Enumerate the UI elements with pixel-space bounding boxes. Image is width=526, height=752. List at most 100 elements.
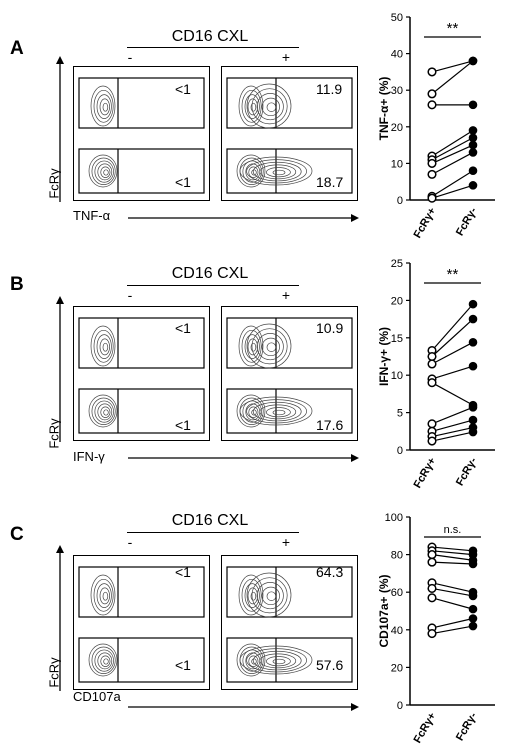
panel-letter-c: C: [10, 524, 24, 545]
pair-line: [431, 184, 474, 199]
y-tick-label: 10: [391, 370, 403, 382]
y-tick-label: 0: [397, 700, 403, 712]
pair-line: [431, 587, 474, 597]
y-tick-label: 5: [397, 408, 403, 420]
y-tick-label: 40: [391, 625, 403, 637]
paired-scatter-chart-b: 0 5 10 15 20 25 IFN-γ+ (%) FcRγ+ FcRγ- **: [377, 258, 495, 491]
y-axis-label: CD107a+ (%): [377, 574, 391, 647]
data-point-fcrg-neg: [468, 100, 478, 110]
condition-plus-a: +: [281, 49, 291, 65]
y-tick-label: 100: [385, 512, 403, 524]
gate-value-a-plus-top: 11.9: [316, 81, 343, 97]
pair-line: [431, 625, 474, 635]
pair-line: [431, 151, 474, 175]
facs-xlabel-b: IFN-γ: [73, 449, 105, 464]
x-category-label-fcrg-neg: FcRγ-: [454, 205, 480, 238]
pair-line: [431, 341, 474, 365]
significance-label: **: [447, 20, 459, 37]
y-axis-label: TNF-α+ (%): [377, 77, 391, 141]
pair-line: [431, 419, 474, 432]
data-point-fcrg-neg: [468, 133, 478, 143]
facs-x-axis-arrowhead: [351, 703, 359, 711]
treatment-label-b: CD16 CXL: [171, 265, 249, 282]
y-axis-label: IFN-γ+ (%): [377, 327, 391, 386]
gate-value-a-minus-top: <1: [175, 81, 191, 97]
panel-letter-b: B: [10, 274, 24, 295]
data-point-fcrg-neg: [468, 614, 478, 623]
facs-ylabel-a: FcRγ: [46, 168, 62, 199]
pair-line: [431, 582, 474, 593]
y-tick-label: 60: [391, 587, 403, 599]
pair-line: [431, 561, 474, 565]
condition-plus-b: +: [281, 287, 291, 303]
pair-line: [431, 144, 474, 164]
pair-line: [431, 546, 474, 552]
data-point-fcrg-neg: [468, 299, 478, 309]
facs-x-axis-arrowhead: [351, 214, 359, 222]
gate-value-c-minus-bottom: <1: [175, 657, 191, 673]
data-point-fcrg-pos: [427, 593, 437, 603]
data-point-fcrg-pos: [427, 351, 437, 362]
significance-label: n.s.: [444, 524, 462, 536]
data-point-fcrg-pos: [427, 169, 437, 179]
treatment-label-c: CD16 CXL: [171, 512, 249, 529]
x-category-label-fcrg-pos: FcRγ+: [412, 206, 439, 241]
data-point-fcrg-neg: [468, 403, 478, 412]
pair-line: [431, 60, 474, 73]
data-point-fcrg-pos: [427, 550, 437, 560]
data-point-fcrg-neg: [468, 591, 478, 601]
condition-plus-c: +: [281, 534, 291, 550]
y-tick-label: 20: [391, 662, 403, 674]
data-point-fcrg-neg: [468, 559, 478, 569]
pair-line: [431, 318, 474, 357]
pair-line: [431, 554, 474, 561]
condition-minus-a: -: [127, 49, 133, 65]
pair-line: [431, 382, 474, 406]
data-point-fcrg-pos: [427, 629, 437, 639]
treatment-bar-b: [127, 285, 299, 286]
data-point-fcrg-pos: [427, 557, 437, 567]
facs-x-axis-arrowhead: [351, 454, 359, 462]
data-point-fcrg-neg: [468, 126, 478, 135]
pair-line: [431, 426, 474, 438]
facs-y-axis-arrowhead: [56, 56, 64, 64]
y-tick-label: 0: [397, 445, 403, 457]
data-point-fcrg-pos: [427, 67, 437, 77]
data-point-fcrg-neg: [468, 621, 478, 631]
y-tick-label: 50: [391, 12, 403, 24]
data-point-fcrg-pos: [427, 359, 437, 369]
pair-line: [431, 170, 474, 197]
pair-line: [431, 365, 474, 380]
y-tick-label: 20: [391, 122, 403, 134]
paired-scatter-chart-a: 0 10 20 30 40 50 TNF-α+ (%) FcRγ+ FcRγ- **: [377, 12, 495, 241]
facs-xlabel-c: CD107a: [73, 689, 121, 704]
gate-value-c-minus-top: <1: [175, 564, 191, 580]
x-category-label-fcrg-pos: FcRγ+: [412, 711, 439, 746]
pair-line: [431, 137, 474, 161]
gate-value-a-plus-bottom: 18.7: [316, 174, 344, 190]
data-point-fcrg-pos: [427, 158, 437, 168]
data-point-fcrg-neg: [468, 56, 478, 66]
paired-scatter-chart-c: 0 20 40 60 80 100 CD107a+ (%) FcRγ+ FcRγ-n.s.: [377, 512, 495, 746]
data-point-fcrg-pos: [427, 378, 437, 388]
pair-line: [431, 60, 474, 95]
data-point-fcrg-neg: [468, 415, 478, 425]
x-category-label-fcrg-pos: FcRγ+: [412, 456, 439, 491]
data-point-fcrg-pos: [427, 419, 437, 429]
data-point-fcrg-neg: [468, 314, 478, 324]
gate-value-b-minus-top: <1: [175, 320, 191, 336]
y-tick-label: 40: [391, 49, 403, 61]
y-tick-label: 20: [391, 295, 403, 307]
pair-line: [431, 303, 474, 351]
gate-value-b-plus-bottom: 17.6: [316, 417, 344, 433]
y-tick-label: 0: [397, 195, 403, 207]
data-point-fcrg-pos: [427, 89, 437, 99]
data-point-fcrg-neg: [468, 427, 478, 437]
treatment-label-a: CD16 CXL: [171, 28, 249, 45]
condition-minus-b: -: [127, 287, 133, 303]
data-point-fcrg-neg: [468, 181, 478, 190]
treatment-bar-c: [127, 532, 299, 533]
facs-xlabel-a: TNF-α: [73, 208, 111, 223]
gate-value-b-plus-top: 10.9: [316, 320, 344, 336]
condition-minus-c: -: [127, 534, 133, 550]
